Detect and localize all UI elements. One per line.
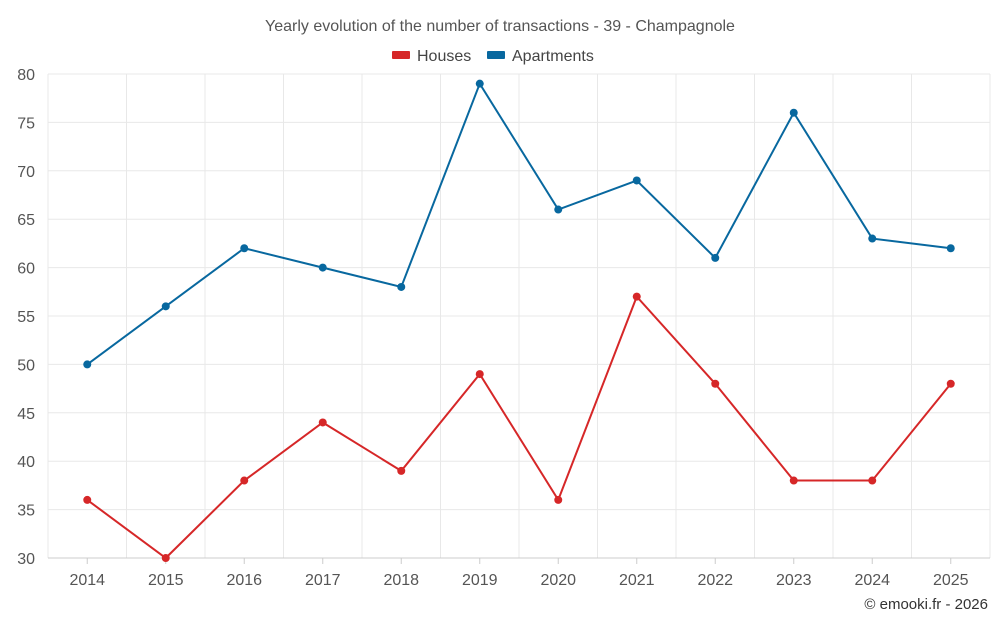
legend-label-apartments: Apartments [512, 48, 594, 65]
legend: Houses Apartments [392, 48, 594, 65]
y-tick-label: 35 [17, 503, 35, 520]
data-point-houses[interactable] [711, 379, 720, 388]
data-point-apartments[interactable] [632, 176, 641, 185]
y-tick-label: 45 [17, 406, 35, 423]
legend-swatch-houses [392, 51, 410, 59]
x-tick-label: 2022 [697, 572, 733, 589]
data-point-apartments[interactable] [318, 263, 327, 272]
data-point-apartments[interactable] [240, 244, 249, 253]
y-tick-label: 65 [17, 212, 35, 229]
data-point-houses[interactable] [789, 476, 798, 485]
y-tick-label: 40 [17, 454, 35, 471]
data-point-houses[interactable] [318, 418, 327, 427]
x-tick-label: 2020 [540, 572, 576, 589]
credit-text: © emooki.fr - 2026 [864, 596, 988, 613]
x-tick-label: 2019 [462, 572, 498, 589]
data-point-houses[interactable] [83, 495, 92, 504]
data-point-apartments[interactable] [554, 205, 563, 214]
grid [47, 73, 991, 559]
data-point-houses[interactable] [554, 495, 563, 504]
data-point-houses[interactable] [868, 476, 877, 485]
data-point-houses[interactable] [946, 379, 955, 388]
y-tick-label: 50 [17, 357, 35, 374]
series-houses [83, 292, 955, 562]
data-point-houses[interactable] [397, 466, 406, 475]
x-tick-label: 2016 [226, 572, 262, 589]
y-tick-label: 70 [17, 164, 35, 181]
legend-label-houses: Houses [417, 48, 471, 65]
y-tick-label: 80 [17, 67, 35, 84]
legend-swatch-apartments [487, 51, 505, 59]
legend-item-apartments[interactable]: Apartments [487, 48, 594, 65]
data-point-apartments[interactable] [397, 282, 406, 291]
x-tick-label: 2015 [148, 572, 184, 589]
data-point-apartments[interactable] [789, 108, 798, 117]
x-axis: 2014 2015 2016 2017 2018 2019 2020 2021 2022 2023… [48, 557, 990, 589]
data-point-houses[interactable] [240, 476, 249, 485]
data-point-apartments[interactable] [83, 360, 92, 369]
data-point-apartments[interactable] [711, 253, 720, 262]
data-point-apartments[interactable] [946, 244, 955, 253]
x-tick-label: 2014 [69, 572, 105, 589]
series-line-houses [86, 294, 952, 560]
y-tick-label: 60 [17, 261, 35, 278]
chart-title: Yearly evolution of the number of transa… [265, 18, 735, 35]
data-point-houses[interactable] [475, 370, 484, 379]
series-line-apartments [86, 81, 951, 366]
x-tick-label: 2018 [383, 572, 419, 589]
x-tick-label: 2023 [776, 572, 812, 589]
y-tick-label: 30 [17, 551, 35, 568]
y-tick-label: 75 [17, 115, 35, 132]
data-point-apartments[interactable] [161, 302, 170, 311]
data-point-apartments[interactable] [868, 234, 877, 243]
x-tick-label: 2024 [854, 572, 890, 589]
y-axis: 30 35 40 45 50 55 60 65 70 75 80 [17, 67, 35, 568]
series-group [83, 79, 955, 562]
data-point-apartments[interactable] [475, 79, 484, 88]
data-point-houses[interactable] [632, 292, 641, 301]
data-point-houses[interactable] [161, 554, 170, 562]
series-apartments [83, 79, 955, 369]
x-tick-label: 2021 [619, 572, 655, 589]
x-tick-label: 2017 [305, 572, 341, 589]
legend-item-houses[interactable]: Houses [392, 48, 471, 65]
y-tick-label: 55 [17, 309, 35, 326]
x-tick-label: 2025 [933, 572, 969, 589]
